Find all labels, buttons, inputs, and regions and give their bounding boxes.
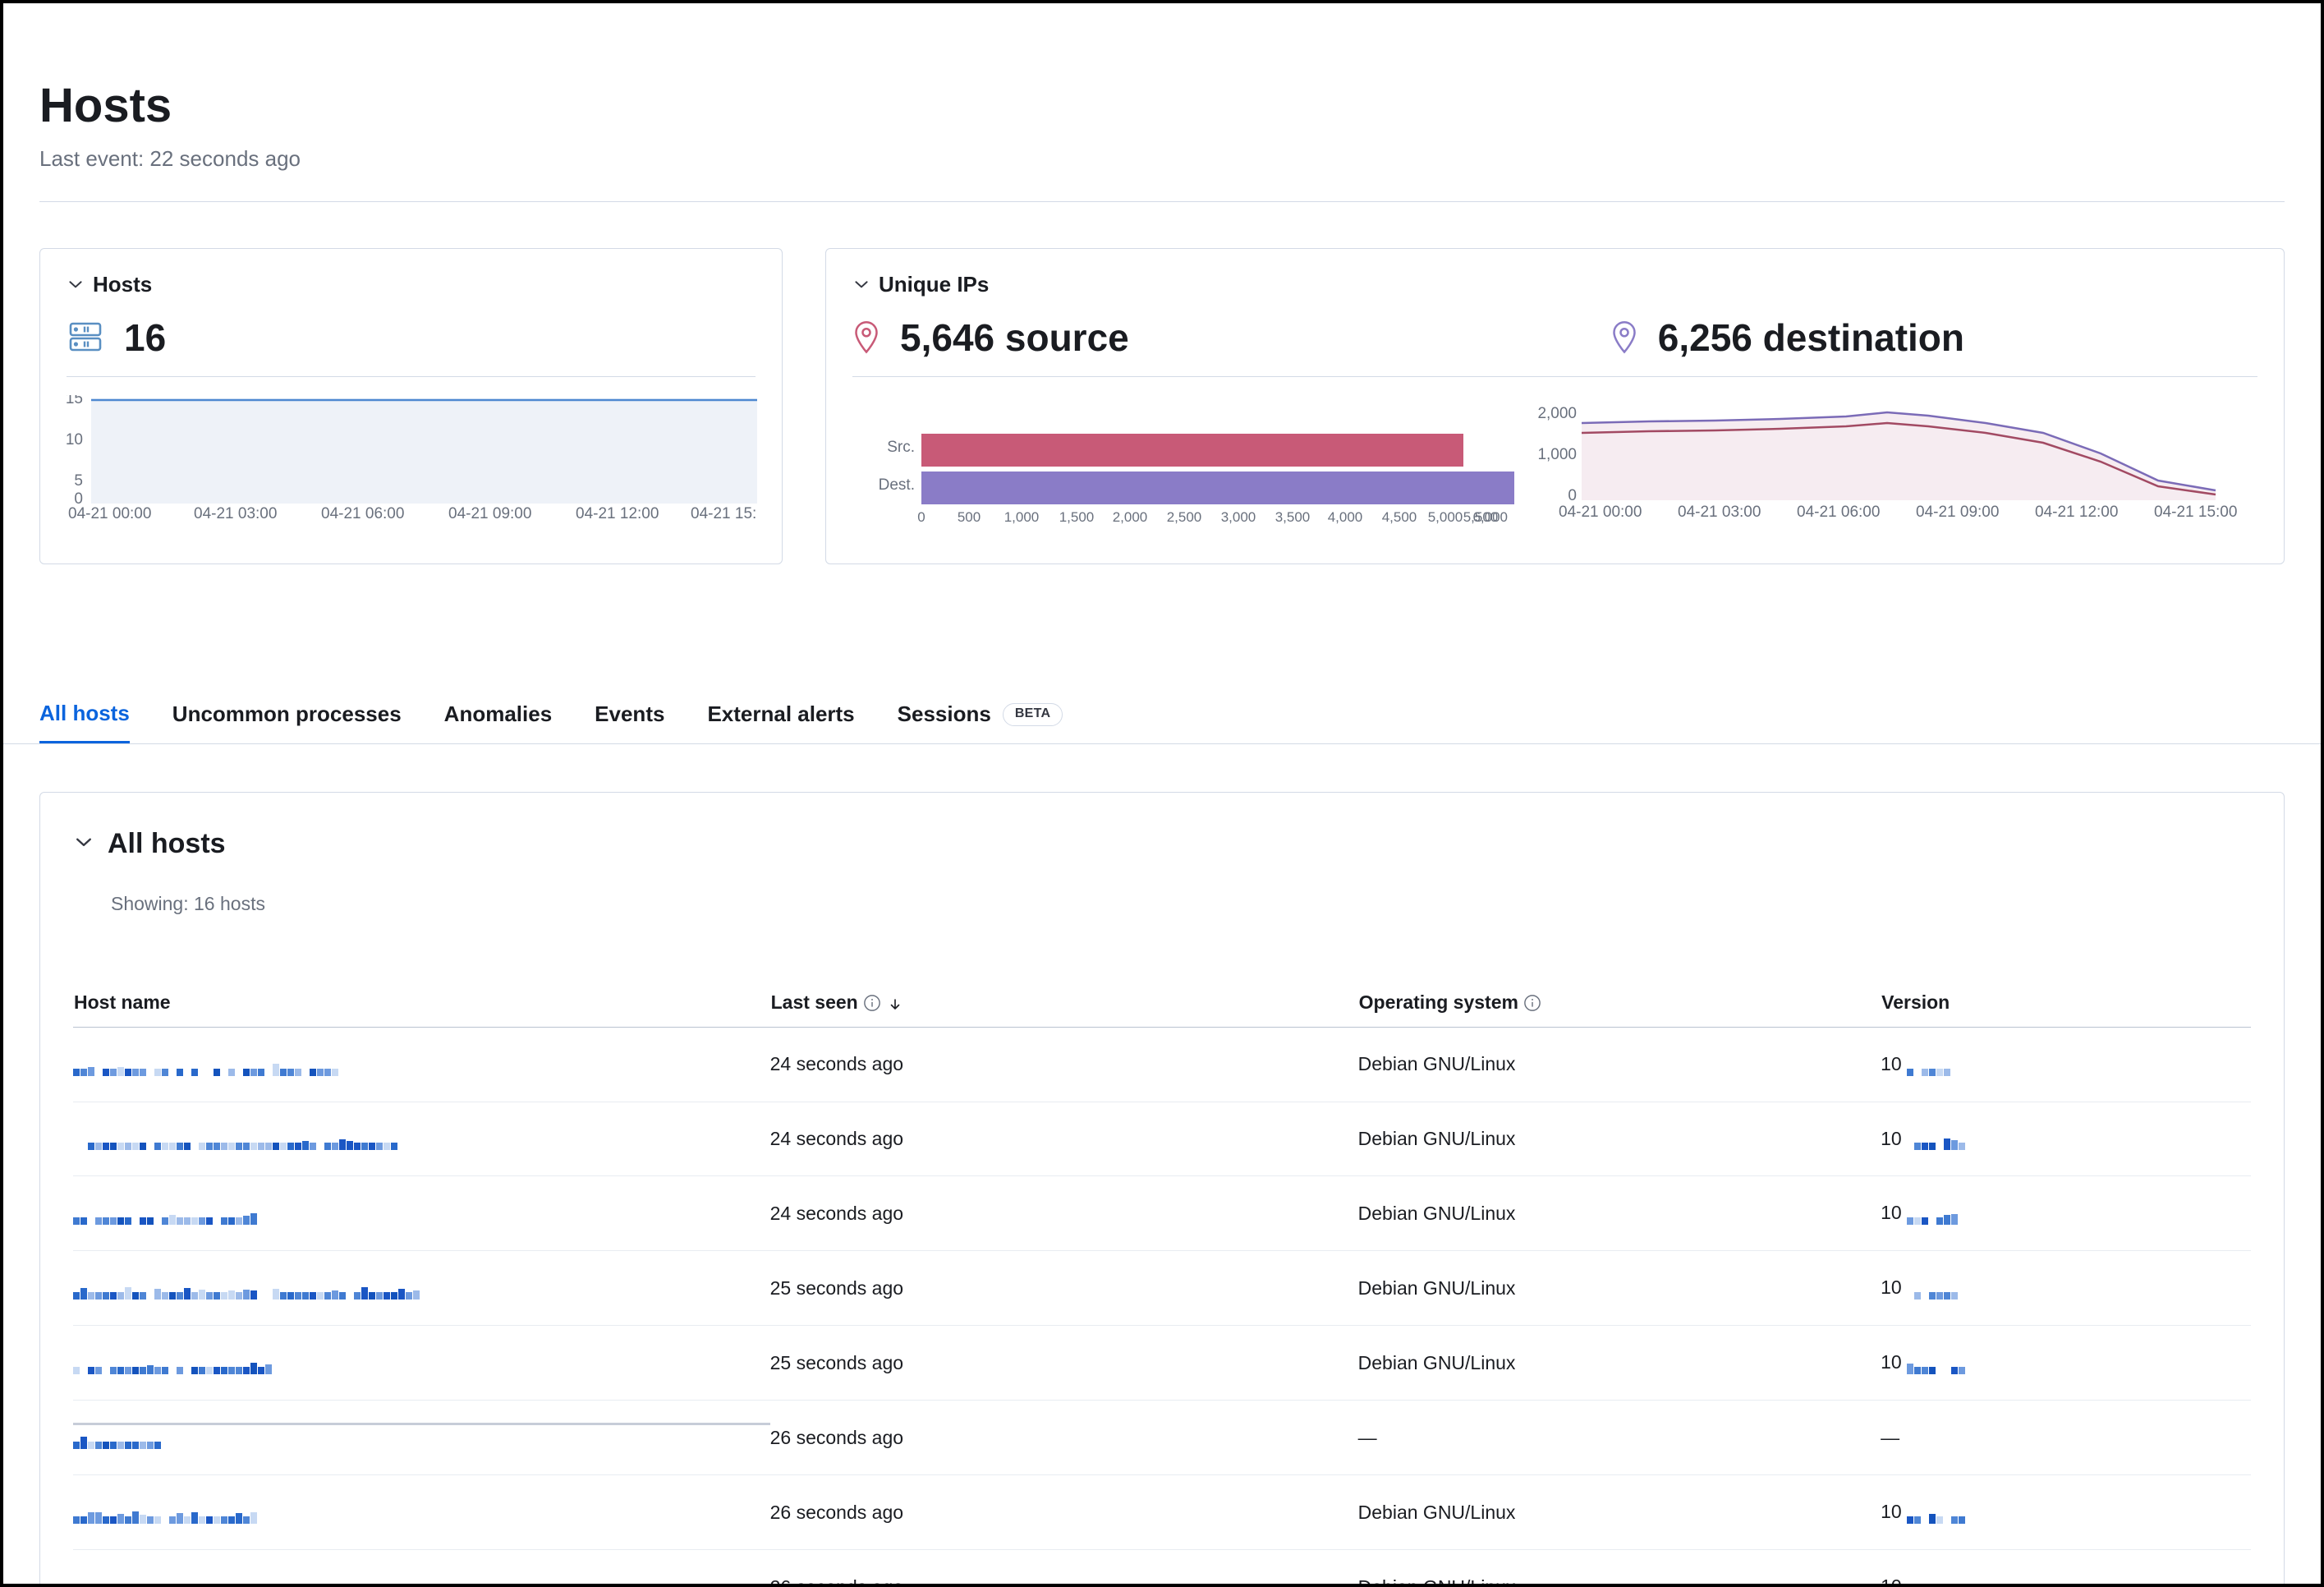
svg-text:6,000: 6,000 [1472, 509, 1508, 525]
svg-text:04-21 00:00: 04-21 00:00 [1559, 504, 1642, 521]
svg-text:04-21 09:00: 04-21 09:00 [448, 505, 531, 522]
svg-text:15: 15 [67, 395, 83, 407]
svg-text:500: 500 [958, 509, 981, 525]
svg-text:0: 0 [1568, 487, 1577, 504]
svg-text:10: 10 [67, 431, 83, 448]
svg-text:Src.: Src. [887, 439, 915, 456]
svg-text:2,000: 2,000 [1113, 509, 1148, 525]
svg-text:4,500: 4,500 [1382, 509, 1417, 525]
svg-text:5,000: 5,000 [1428, 509, 1463, 525]
svg-text:04-21 12:00: 04-21 12:00 [2035, 504, 2118, 521]
svg-text:1,000: 1,000 [1004, 509, 1040, 525]
svg-text:04-21 15:00: 04-21 15:00 [2154, 504, 2237, 521]
svg-text:0: 0 [917, 509, 925, 525]
svg-text:04-21 06:00: 04-21 06:00 [321, 505, 404, 522]
svg-text:3,000: 3,000 [1221, 509, 1256, 525]
svg-text:3,500: 3,500 [1275, 509, 1311, 525]
svg-text:4,000: 4,000 [1328, 509, 1363, 525]
svg-text:04-21 12:00: 04-21 12:00 [576, 505, 659, 522]
svg-text:04-21 09:00: 04-21 09:00 [1916, 504, 1999, 521]
svg-text:Dest.: Dest. [879, 476, 915, 494]
svg-text:04-21 15:00: 04-21 15:00 [691, 505, 757, 522]
svg-text:04-21 03:00: 04-21 03:00 [1678, 504, 1761, 521]
svg-text:2,000: 2,000 [1537, 405, 1577, 422]
svg-text:04-21 06:00: 04-21 06:00 [1797, 504, 1880, 521]
svg-text:04-21 03:00: 04-21 03:00 [194, 505, 277, 522]
svg-text:5: 5 [74, 472, 83, 490]
svg-text:1,500: 1,500 [1059, 509, 1095, 525]
svg-text:2,500: 2,500 [1167, 509, 1202, 525]
svg-text:04-21 00:00: 04-21 00:00 [68, 505, 151, 522]
svg-text:1,000: 1,000 [1537, 446, 1577, 463]
